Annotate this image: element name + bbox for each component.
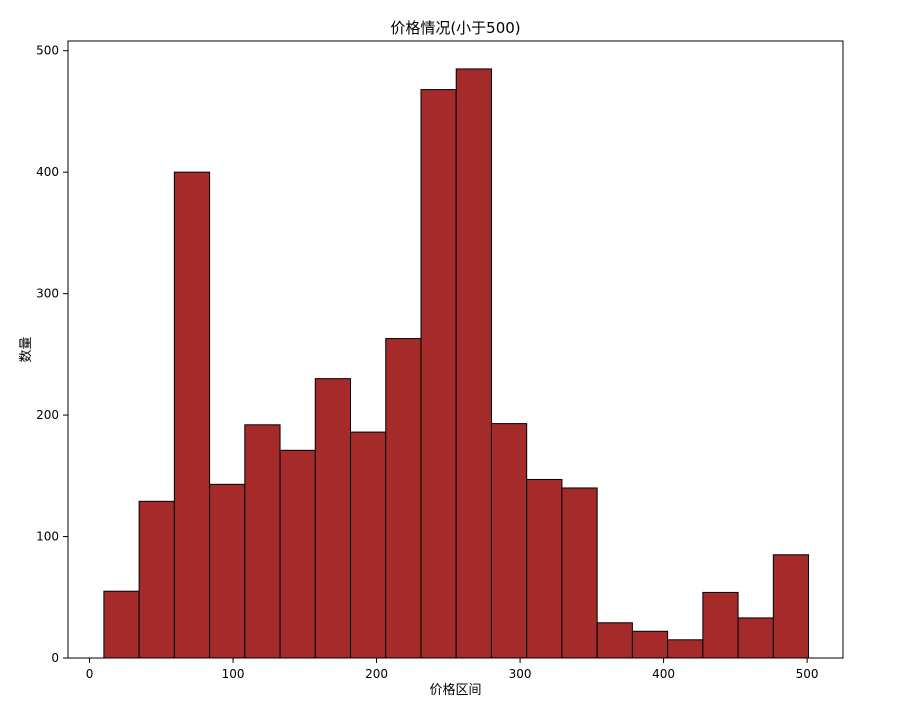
histogram-bar (244, 424, 281, 659)
histogram-bar (314, 378, 352, 659)
histogram-bar (103, 590, 140, 659)
y-tick-label: 0 (51, 651, 59, 665)
x-tick-label: 100 (222, 667, 245, 681)
x-tick-label: 200 (365, 667, 388, 681)
y-axis-ticks: 0 100 200 300 400 500 (36, 44, 68, 665)
x-tick-label: 400 (652, 667, 675, 681)
bars-group (103, 68, 810, 659)
plot-frame (67, 40, 844, 659)
x-tick-label: 0 (86, 667, 94, 681)
y-tick-label: 500 (36, 44, 59, 58)
y-axis-label: 数量 (19, 336, 34, 362)
histogram-bar (455, 68, 492, 659)
y-tick-label: 300 (36, 287, 59, 301)
histogram-bar (279, 449, 316, 659)
x-tick-label: 500 (796, 667, 819, 681)
histogram-bar (561, 487, 598, 659)
histogram-bar (385, 338, 422, 659)
histogram-bar (596, 622, 633, 659)
histogram-bar (490, 423, 528, 659)
histogram-bar (420, 89, 457, 659)
y-tick-label: 200 (36, 408, 59, 422)
y-tick-label: 400 (36, 165, 59, 179)
histogram-bar (631, 630, 669, 659)
y-tick-label: 100 (36, 530, 59, 544)
chart-title: 价格情况(小于500) (390, 19, 520, 37)
x-axis-ticks: 0 100 200 300 400 500 (86, 658, 819, 681)
histogram-bar (702, 591, 739, 659)
histogram-bar (209, 483, 246, 659)
x-axis-label: 价格区间 (429, 682, 481, 698)
histogram-bar (526, 478, 563, 659)
histogram-bar (772, 554, 810, 659)
histogram-bar (138, 500, 175, 659)
histogram-bar (737, 617, 774, 659)
histogram-bar (350, 431, 387, 659)
x-tick-label: 300 (509, 667, 532, 681)
histogram-bar (667, 639, 704, 659)
histogram-bar (173, 171, 211, 659)
